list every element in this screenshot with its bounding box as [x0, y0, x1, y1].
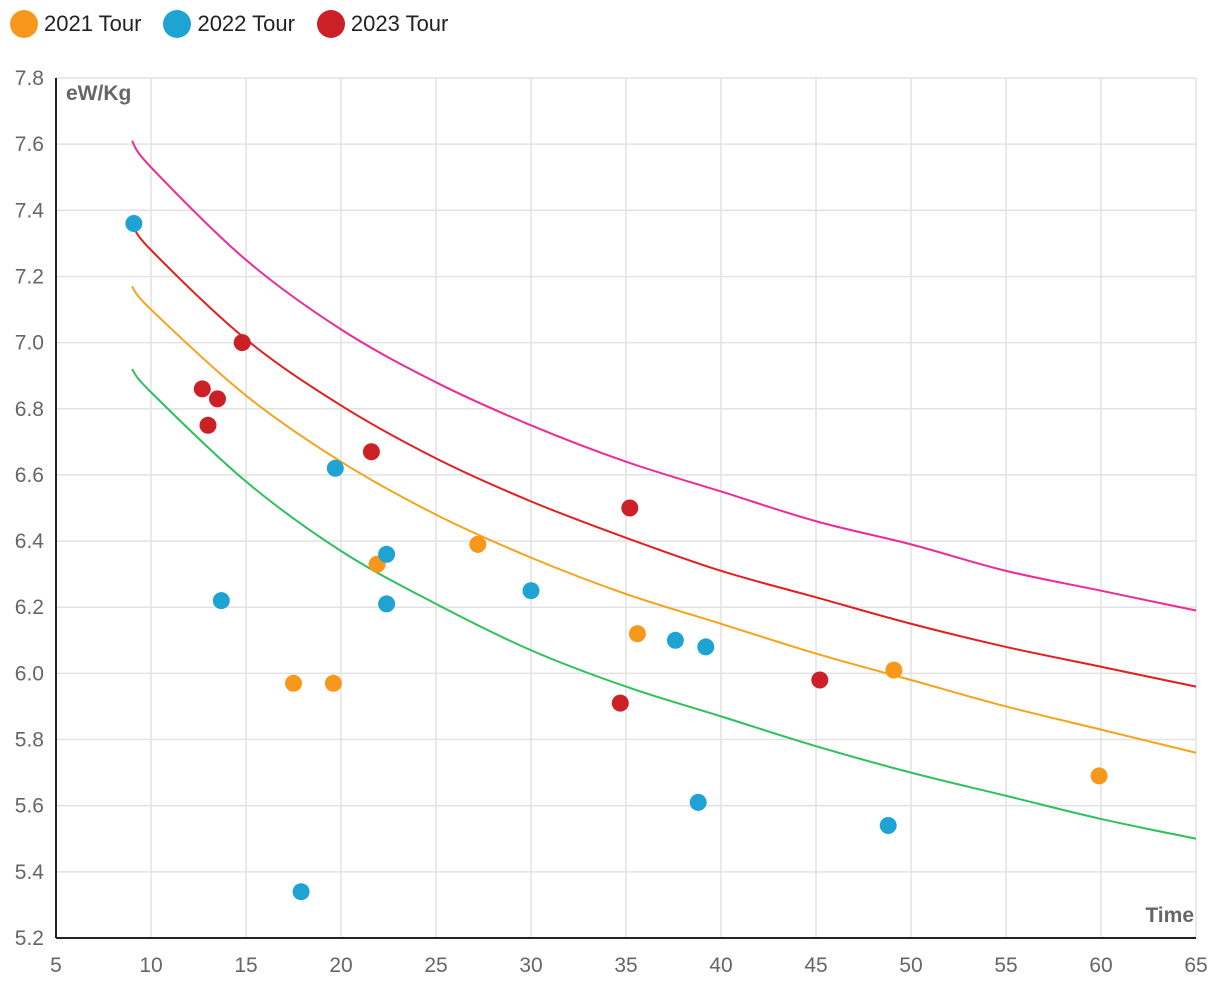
y-tick-label: 5.6 — [15, 795, 44, 818]
x-tick-label: 60 — [1089, 954, 1112, 977]
y-tick-label: 6.0 — [15, 662, 44, 685]
point-2023-tour[interactable] — [193, 380, 211, 398]
point-2022-tour[interactable] — [689, 793, 707, 811]
x-tick-label: 30 — [519, 954, 542, 977]
x-tick-label: 55 — [994, 954, 1017, 977]
reference-curve-green — [131, 368, 1197, 840]
point-2022-tour[interactable] — [125, 215, 143, 233]
y-tick-label: 7.0 — [15, 332, 44, 355]
legend-swatch-2022 — [163, 10, 192, 38]
y-tick-label: 7.4 — [15, 199, 45, 222]
x-tick-label: 5 — [50, 954, 62, 977]
y-tick-label: 6.2 — [15, 596, 44, 619]
x-tick-label: 50 — [899, 954, 922, 977]
y-tick-label: 5.4 — [15, 861, 45, 884]
point-2023-tour[interactable] — [233, 334, 251, 352]
point-2023-tour[interactable] — [611, 694, 629, 712]
x-axis-title: Time — [1145, 904, 1194, 927]
point-2022-tour[interactable] — [522, 582, 540, 600]
y-tick-label: 6.6 — [15, 464, 44, 487]
y-axis-title: eW/Kg — [66, 82, 131, 105]
legend-label-2021: 2021 Tour — [44, 11, 142, 36]
point-2021-tour[interactable] — [885, 661, 903, 679]
y-tick-label: 7.8 — [15, 67, 44, 90]
x-tick-label: 45 — [804, 954, 827, 977]
point-2023-tour[interactable] — [209, 390, 226, 408]
reference-curve-orange — [131, 285, 1197, 754]
x-tick-label: 40 — [709, 954, 732, 977]
point-2023-tour[interactable] — [621, 499, 639, 517]
point-2021-tour[interactable] — [469, 535, 487, 553]
y-tick-label: 6.8 — [15, 398, 44, 421]
point-2021-tour[interactable] — [1090, 767, 1108, 785]
point-2022-tour[interactable] — [697, 638, 715, 656]
point-2022-tour[interactable] — [666, 631, 684, 649]
legend: 2021 Tour 2022 Tour 2023 Tour — [10, 10, 448, 38]
x-tick-label: 15 — [234, 954, 257, 977]
point-2022-tour[interactable] — [378, 545, 396, 563]
point-2021-tour[interactable] — [628, 625, 646, 643]
legend-item-2022[interactable]: 2022 Tour — [163, 10, 295, 38]
y-tick-label: 5.2 — [15, 927, 44, 950]
legend-label-2022: 2022 Tour — [197, 11, 295, 36]
x-tick-label: 20 — [329, 954, 352, 977]
legend-item-2023[interactable]: 2023 Tour — [316, 10, 449, 38]
point-2021-tour[interactable] — [324, 674, 342, 692]
x-tick-label: 65 — [1184, 954, 1207, 977]
point-2022-tour[interactable] — [292, 883, 310, 901]
legend-swatch-2021 — [10, 10, 38, 38]
reference-curve-red — [131, 222, 1197, 688]
legend-label-2023: 2023 Tour — [350, 11, 449, 36]
x-tick-label: 10 — [139, 954, 162, 977]
x-tick-label: 25 — [424, 954, 447, 977]
y-tick-label: 5.8 — [15, 729, 44, 752]
point-2023-tour[interactable] — [362, 443, 380, 461]
point-2022-tour[interactable] — [879, 817, 897, 835]
point-2022-tour[interactable] — [326, 459, 344, 477]
y-tick-label: 7.6 — [15, 133, 44, 156]
x-tick-label: 35 — [614, 954, 637, 977]
point-2023-tour[interactable] — [811, 671, 829, 689]
reference-curve-pink — [131, 140, 1197, 612]
y-tick-label: 7.2 — [15, 265, 44, 288]
legend-swatch-2023 — [316, 10, 345, 38]
point-2021-tour[interactable] — [285, 674, 302, 692]
legend-item-2021[interactable]: 2021 Tour — [10, 10, 141, 38]
point-2023-tour[interactable] — [199, 416, 217, 434]
y-tick-label: 6.4 — [15, 530, 45, 553]
point-2022-tour[interactable] — [378, 595, 396, 613]
point-2022-tour[interactable] — [212, 592, 230, 610]
